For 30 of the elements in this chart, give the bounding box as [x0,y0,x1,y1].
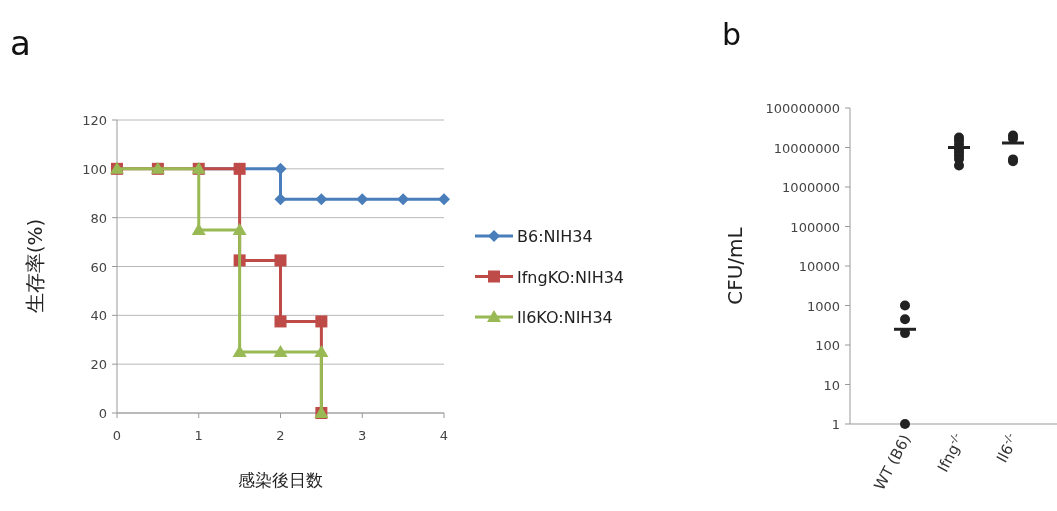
y-tick-label: 10000000 [773,140,840,156]
y-tick-label: 100000000 [765,101,840,116]
y-tick-label: 80 [90,210,107,226]
y-tick-label: 0 [98,406,107,421]
y-tick-label: 120 [82,113,107,128]
legend-label: IfngKO:NIH34 [517,267,625,287]
y-tick-label: 1000 [806,298,840,314]
y-tick-label: 100 [82,161,107,177]
y-tick-label: 100 [815,338,840,353]
x-tick-label: 1 [194,428,203,443]
y-tick-label: 10 [823,377,840,393]
y-tick-label: 60 [90,259,107,275]
y-tick-label: 1 [831,417,840,432]
x-tick-label: 4 [439,428,449,443]
y-tick-label: 100000 [790,219,840,235]
y-tick-label: 10000 [798,259,840,274]
y-tick-label: 1000000 [782,180,840,195]
chart-title: a [10,23,31,63]
y-axis-title: CFU/mL [723,226,747,305]
chart-title: b [722,17,742,52]
legend-label: B6:NIH34 [517,227,593,246]
x-tick-label: 3 [358,428,367,443]
y-axis-title: 生存率(%) [23,218,47,314]
legend-label: Il6KO:NIH34 [517,308,613,327]
x-tick-label: 2 [276,428,285,443]
y-tick-label: 40 [90,308,107,324]
y-tick-label: 20 [90,357,107,373]
x-tick-label: 0 [112,428,122,443]
x-axis-title: 感染後日数 [237,470,323,490]
x-tick-label: WT (B6) [870,431,915,494]
